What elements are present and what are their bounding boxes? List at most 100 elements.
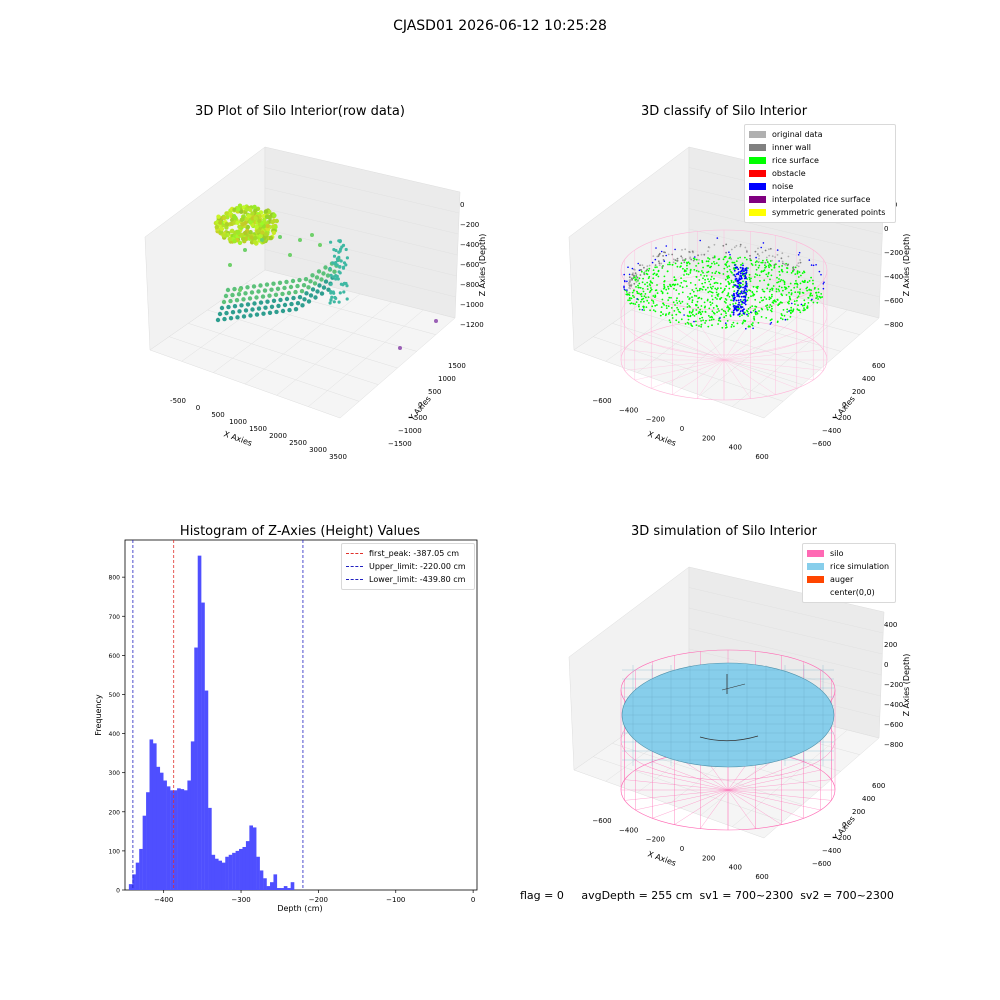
p2-point: [744, 278, 746, 280]
p1-point: [345, 284, 348, 287]
p2-point: [710, 304, 712, 306]
histogram-bar: [177, 788, 181, 890]
p2-point: [706, 272, 708, 274]
p2-point: [739, 315, 741, 317]
p2-point: [768, 248, 770, 250]
p2-point: [781, 287, 783, 289]
p2-point: [658, 255, 660, 257]
histogram-x-tick: 0: [471, 896, 475, 904]
p2-point: [639, 277, 641, 279]
p2-point: [799, 259, 801, 261]
p2-point: [739, 313, 741, 315]
p2-point: [670, 297, 672, 299]
p2-point: [714, 244, 716, 246]
p2-point: [629, 297, 631, 299]
histogram-bar: [129, 884, 133, 890]
p2-point: [699, 240, 701, 242]
p2-point: [778, 271, 780, 273]
histogram-bar: [256, 857, 260, 890]
p2-point: [753, 318, 755, 320]
p1-point: [248, 230, 252, 234]
p2-point: [773, 267, 775, 269]
p2-point: [734, 274, 736, 276]
p2-point: [711, 291, 713, 293]
p4-z-tick: 400: [884, 621, 897, 629]
p2-point: [771, 260, 773, 262]
p2-point: [667, 299, 669, 301]
p2-point: [715, 282, 717, 284]
p2-point: [636, 301, 638, 303]
p2-point: [679, 285, 681, 287]
p2-y-tick: 200: [852, 388, 865, 396]
p2-point: [736, 286, 738, 288]
p2-point: [688, 251, 690, 253]
p1-point: [255, 312, 259, 316]
histogram-bar: [191, 741, 195, 890]
p2-point: [698, 297, 700, 299]
p2-point: [704, 306, 706, 308]
p2-point: [666, 305, 668, 307]
p1-point: [310, 233, 314, 237]
p2-point: [723, 316, 725, 318]
p2-point: [756, 274, 758, 276]
p2-point: [774, 256, 776, 258]
p2-point: [644, 295, 646, 297]
p2-point: [823, 283, 825, 285]
p2-point: [816, 302, 818, 304]
p2-point: [767, 276, 769, 278]
p1-point: [280, 292, 284, 296]
p2-point: [642, 264, 644, 266]
p1-x-tick: 0: [196, 404, 200, 412]
p2-point: [771, 306, 773, 308]
panel2-legend-label: inner wall: [772, 143, 811, 152]
p2-point: [750, 280, 752, 282]
p2-point: [641, 271, 643, 273]
p2-point: [736, 300, 738, 302]
p1-point: [244, 207, 248, 211]
p2-point: [723, 273, 725, 275]
p2-point: [746, 310, 748, 312]
p2-point: [667, 270, 669, 272]
p2-point: [702, 261, 704, 263]
p2-point: [626, 289, 628, 291]
p2-point: [637, 285, 639, 287]
p2-point: [685, 258, 687, 260]
p2-point: [669, 264, 671, 266]
p2-point: [691, 301, 693, 303]
panel4-legend-swatch: [807, 589, 824, 596]
p2-point: [643, 267, 645, 269]
histogram-bar: [150, 739, 154, 890]
histogram-y-tick: 800: [109, 575, 121, 582]
p2-point: [726, 276, 728, 278]
p2-point: [744, 247, 746, 249]
p2-point: [816, 294, 818, 296]
p2-point: [795, 280, 797, 282]
p2-point: [698, 325, 700, 327]
p2-point: [659, 253, 661, 255]
p2-point: [773, 285, 775, 287]
histogram-y-tick: 500: [109, 692, 121, 699]
p2-point: [637, 263, 639, 265]
histogram-bar: [215, 859, 219, 890]
p2-point: [758, 310, 760, 312]
p1-point: [322, 285, 326, 289]
p2-point: [734, 246, 736, 248]
p2-point: [731, 280, 733, 282]
p2-point: [655, 311, 657, 313]
p2-point: [751, 324, 753, 326]
p2-point: [706, 260, 708, 262]
p2-point: [782, 290, 784, 292]
p1-point: [309, 293, 313, 297]
p2-point: [655, 290, 657, 292]
p1-x-tick: 1500: [249, 425, 267, 433]
p2-point: [650, 290, 652, 292]
p2-point: [711, 319, 713, 321]
p1-point: [339, 291, 342, 294]
p2-point: [679, 300, 681, 302]
p4-x-tick: −400: [619, 826, 638, 834]
p1-point: [328, 267, 331, 270]
p2-point: [723, 268, 725, 270]
p1-point: [271, 282, 275, 286]
p2-point: [810, 277, 812, 279]
p2-point: [669, 284, 671, 286]
